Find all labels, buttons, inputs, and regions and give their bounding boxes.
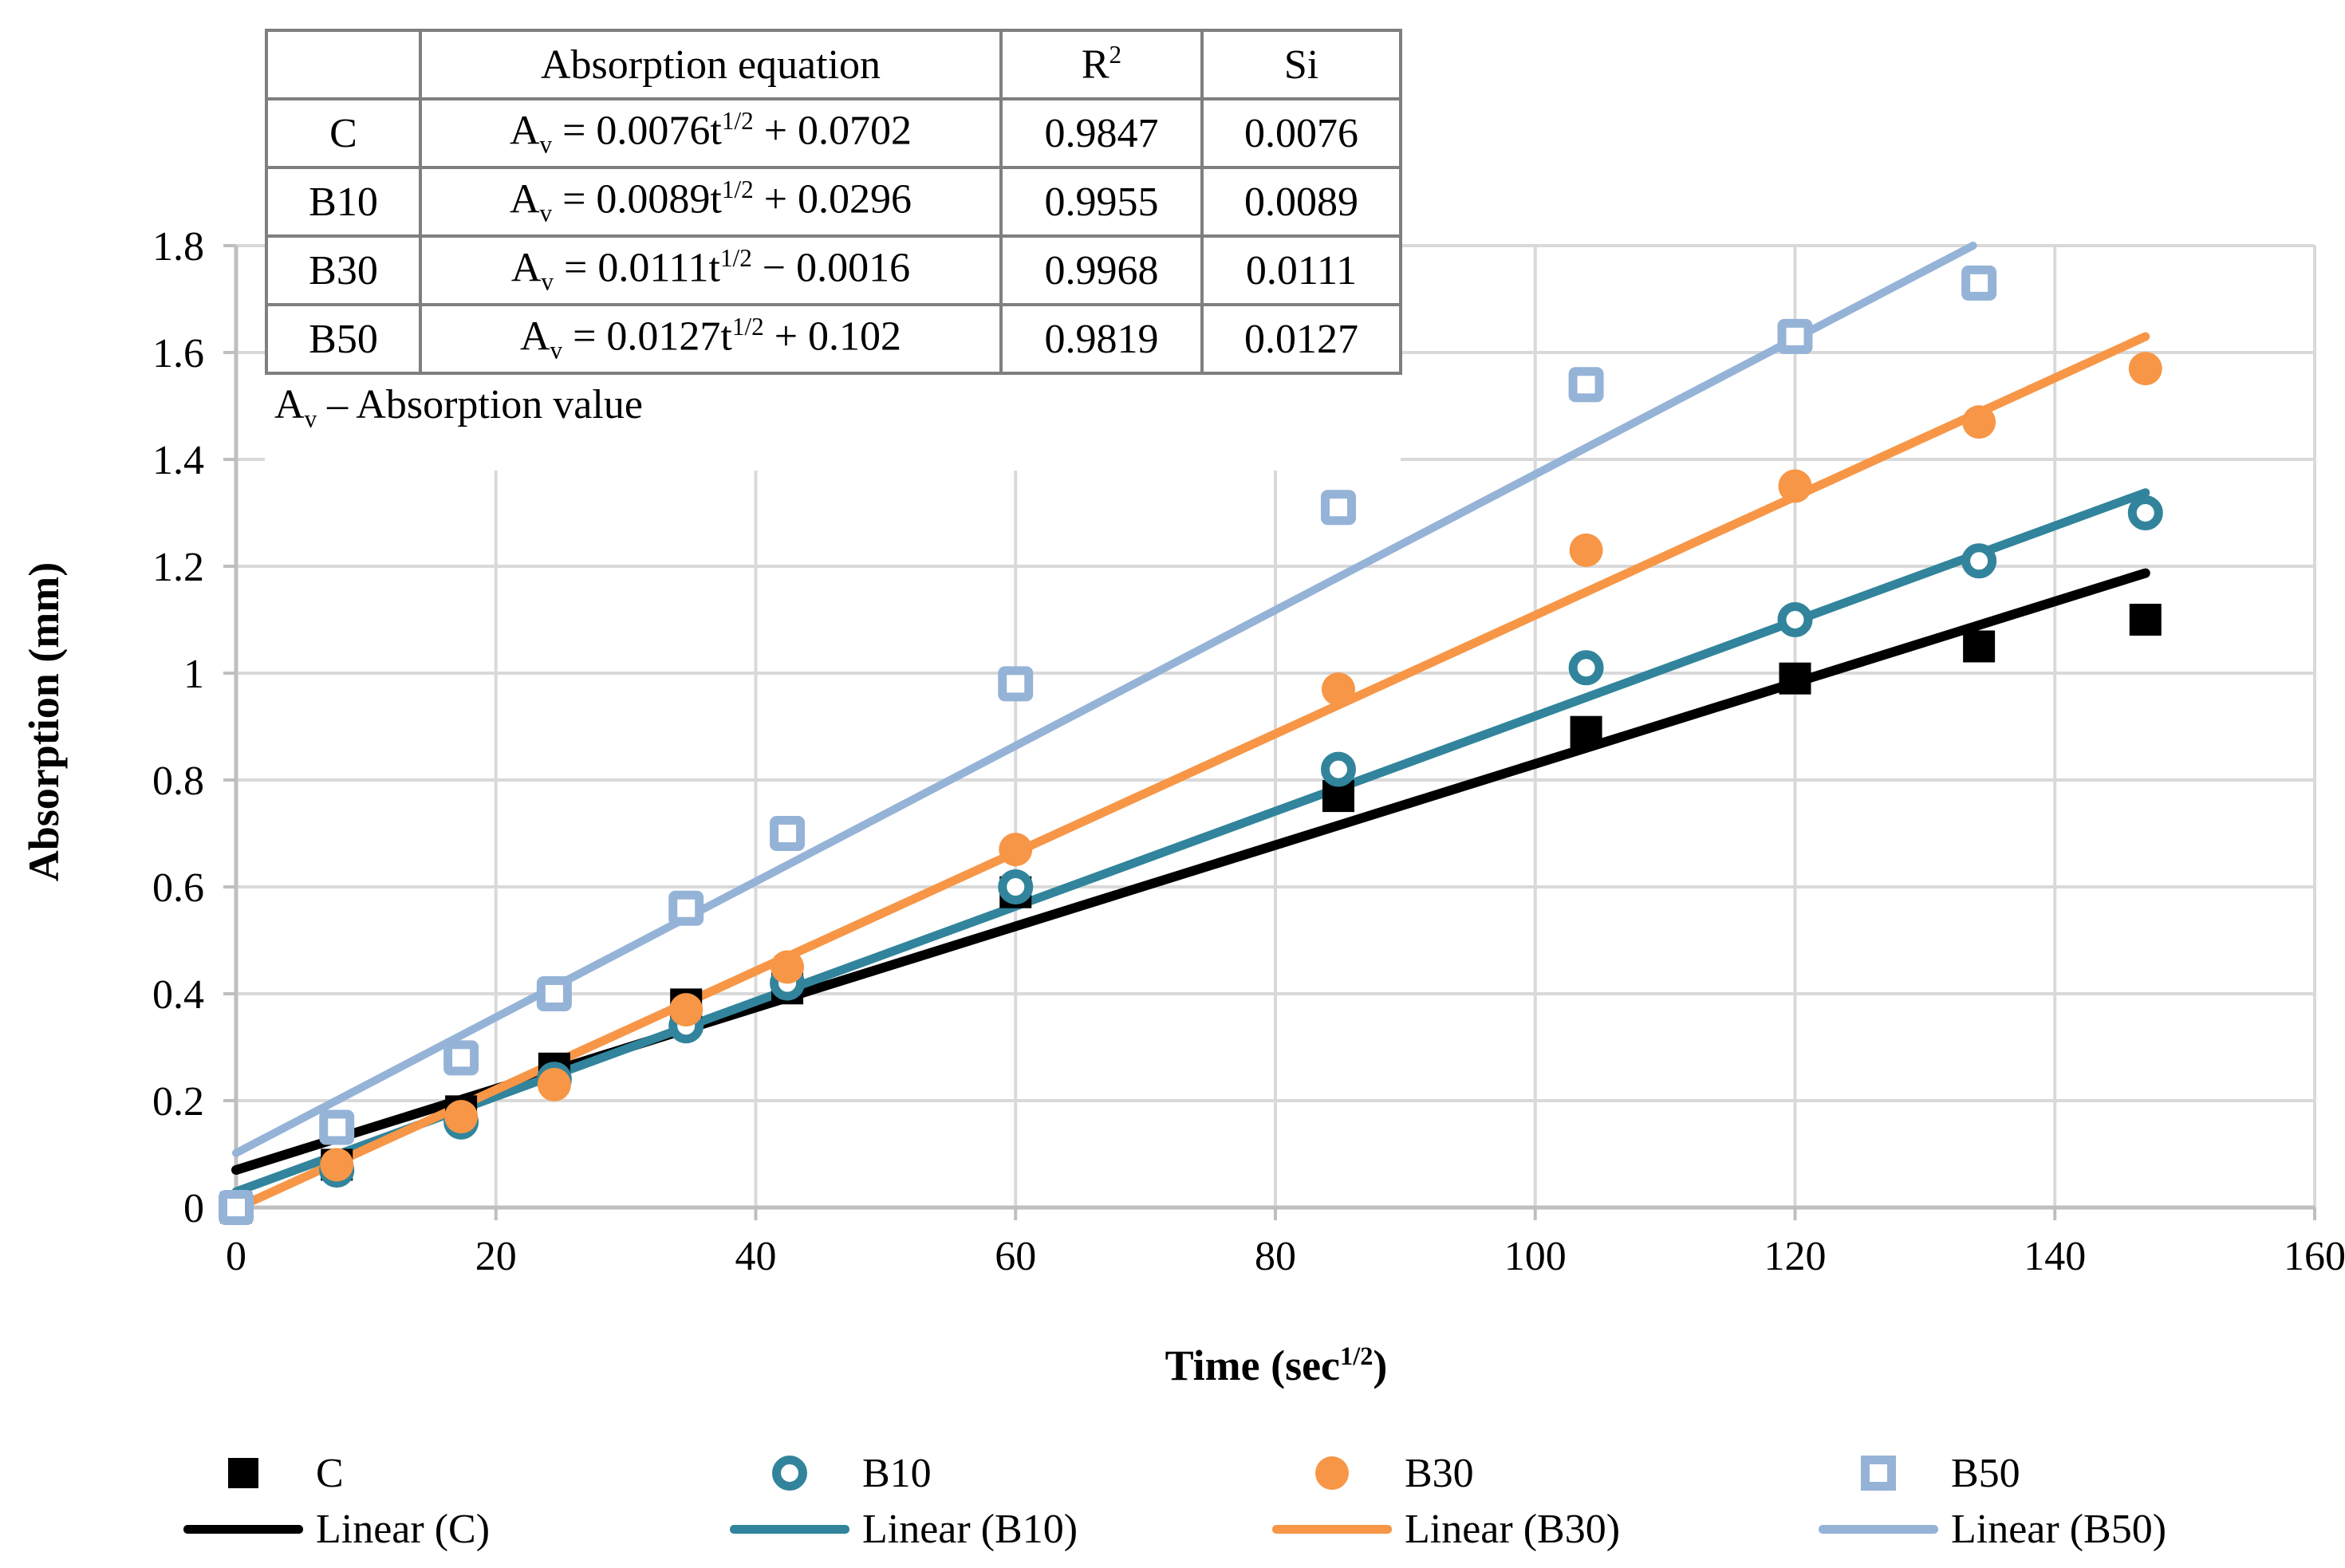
- b50-line-swatch-icon: [1819, 1524, 1938, 1534]
- si-value: 0.0089: [1200, 166, 1402, 238]
- series-label: C: [265, 97, 422, 169]
- legend-label: B50: [1951, 1450, 2020, 1496]
- legend-item-linear-b50: Linear (B50): [1819, 1501, 2345, 1557]
- equation-cell: Av = 0.0089t1/2 + 0.0296: [419, 166, 1003, 238]
- legend-label: Linear (C): [316, 1506, 491, 1552]
- table-row: B50 Av = 0.0127t1/2 + 0.102 0.9819 0.012…: [265, 303, 1402, 375]
- y-axis-title: Absorption (mm): [20, 561, 68, 882]
- legend-column-c: C Linear (C): [183, 1445, 726, 1557]
- si-value: 0.0111: [1200, 234, 1402, 306]
- data-points: [219, 265, 2163, 1225]
- legend-label: Linear (B10): [862, 1506, 1078, 1552]
- equation-cell: Av = 0.0076t1/2 + 0.0702: [419, 97, 1003, 169]
- x-axis-title: Time (sec1/2): [1165, 1341, 1388, 1389]
- table-corner-cell: [265, 29, 422, 100]
- b10-circle-marker-icon: [772, 1456, 807, 1491]
- svg-text:0.8: 0.8: [152, 758, 204, 804]
- legend-item-b30: B30: [1272, 1445, 1815, 1501]
- svg-text:100: 100: [1504, 1234, 1567, 1279]
- svg-text:1.4: 1.4: [152, 438, 204, 483]
- legend-label: B30: [1405, 1450, 1474, 1496]
- y-tick-labels: 0 0.2 0.4 0.6 0.8 1 1.2 1.4 1.6 1.8: [152, 224, 204, 1231]
- equation-cell: Av = 0.0111t1/2 − 0.0016: [419, 234, 1003, 306]
- table-header-equation: Absorption equation: [419, 29, 1003, 100]
- b30-line-swatch-icon: [1272, 1524, 1392, 1534]
- svg-text:0.4: 0.4: [152, 972, 204, 1018]
- legend-item-b50: B50: [1819, 1445, 2345, 1501]
- table-row: B10 Av = 0.0089t1/2 + 0.0296 0.9955 0.00…: [265, 166, 1402, 238]
- av-definition-note: Av – Absorption value: [274, 382, 643, 433]
- c-square-marker-icon: [228, 1458, 258, 1488]
- legend-column-b30: B30 Linear (B30): [1272, 1445, 1815, 1557]
- legend-label: C: [316, 1450, 344, 1496]
- svg-text:0: 0: [183, 1186, 204, 1231]
- b10-line-swatch-icon: [730, 1524, 849, 1534]
- svg-text:1: 1: [183, 652, 204, 697]
- svg-text:140: 140: [2024, 1234, 2086, 1279]
- legend-column-b10: B10 Linear (B10): [730, 1445, 1272, 1557]
- legend-item-c: C: [183, 1445, 726, 1501]
- equation-cell: Av = 0.0127t1/2 + 0.102: [419, 303, 1003, 375]
- si-value: 0.0127: [1200, 303, 1402, 375]
- b30-circle-marker-icon: [1315, 1456, 1349, 1490]
- r2-value: 0.9968: [999, 234, 1204, 306]
- legend-label: Linear (B30): [1405, 1506, 1621, 1552]
- equation-table-box: Absorption equation R2 Si C Av = 0.0076t…: [265, 29, 1402, 471]
- r2-value: 0.9819: [999, 303, 1204, 375]
- svg-text:40: 40: [735, 1234, 777, 1279]
- svg-text:20: 20: [475, 1234, 517, 1279]
- svg-text:60: 60: [995, 1234, 1036, 1279]
- svg-text:160: 160: [2284, 1234, 2345, 1279]
- svg-text:0.6: 0.6: [152, 865, 204, 911]
- x-tick-labels: 0 20 40 60 80 100 120 140 160: [226, 1234, 2345, 1279]
- si-value: 0.0076: [1200, 97, 1402, 169]
- table-header-si: Si: [1200, 29, 1402, 100]
- table-header-r2: R2: [999, 29, 1204, 100]
- legend-column-b50: B50 Linear (B50): [1819, 1445, 2345, 1557]
- svg-text:120: 120: [1764, 1234, 1827, 1279]
- table-header-row: Absorption equation R2 Si: [265, 29, 1402, 100]
- svg-text:0.2: 0.2: [152, 1079, 204, 1125]
- legend-item-linear-b30: Linear (B30): [1272, 1501, 1815, 1557]
- r2-value: 0.9847: [999, 97, 1204, 169]
- legend-item-linear-b10: Linear (B10): [730, 1501, 1272, 1557]
- legend-item-linear-c: Linear (C): [183, 1501, 726, 1557]
- svg-text:1.8: 1.8: [152, 224, 204, 270]
- legend-label: Linear (B50): [1951, 1506, 2167, 1552]
- r2-value: 0.9955: [999, 166, 1204, 238]
- series-label: B30: [265, 234, 422, 306]
- series-label: B10: [265, 166, 422, 238]
- legend-item-b10: B10: [730, 1445, 1272, 1501]
- table-row: C Av = 0.0076t1/2 + 0.0702 0.9847 0.0076: [265, 97, 1402, 169]
- svg-text:0: 0: [226, 1234, 246, 1279]
- c-line-swatch-icon: [183, 1524, 303, 1534]
- svg-text:80: 80: [1255, 1234, 1296, 1279]
- b50-square-marker-icon: [1861, 1456, 1896, 1491]
- series-label: B50: [265, 303, 422, 375]
- axes: [223, 244, 2316, 1220]
- legend-label: B10: [862, 1450, 932, 1496]
- svg-text:1.6: 1.6: [152, 331, 204, 376]
- table-row: B30 Av = 0.0111t1/2 − 0.0016 0.9968 0.01…: [265, 234, 1402, 306]
- svg-text:1.2: 1.2: [152, 545, 204, 590]
- equation-table: Absorption equation R2 Si C Av = 0.0076t…: [265, 29, 1402, 375]
